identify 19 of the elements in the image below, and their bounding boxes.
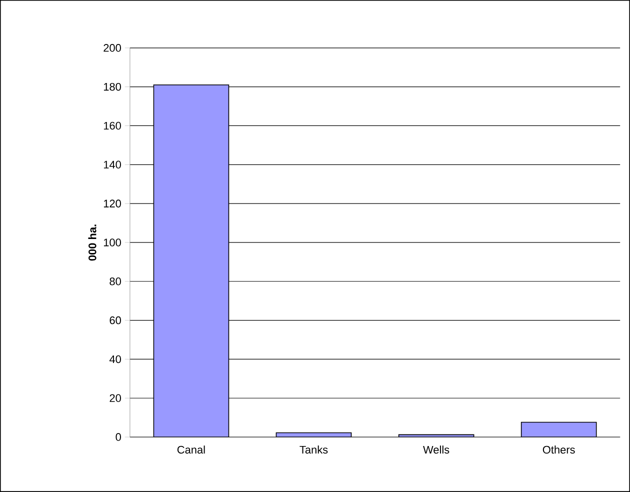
- y-tick-label: 180: [104, 82, 121, 91]
- x-tick-label: Tanks: [300, 446, 328, 454]
- y-tick-label: 160: [104, 122, 121, 130]
- x-tick-label: Canal: [177, 446, 205, 454]
- bar: [520, 422, 597, 438]
- y-tick-label: 140: [104, 160, 121, 169]
- bar: [276, 432, 352, 438]
- y-tick-label: 120: [104, 200, 121, 208]
- y-tick-label: 20: [110, 394, 121, 402]
- y-tick-label: 40: [109, 355, 121, 364]
- bar: [398, 434, 474, 438]
- y-tick-label: 0: [116, 433, 121, 441]
- x-tick-label: Others: [542, 446, 575, 454]
- y-tick-label: 200: [104, 44, 121, 52]
- x-tick-label: Wells: [423, 446, 450, 454]
- y-tick-label: 80: [110, 278, 121, 286]
- y-tick-label: 100: [104, 238, 121, 246]
- y-axis-title: 000 ha.: [88, 224, 96, 261]
- y-tick-label: 60: [110, 316, 121, 324]
